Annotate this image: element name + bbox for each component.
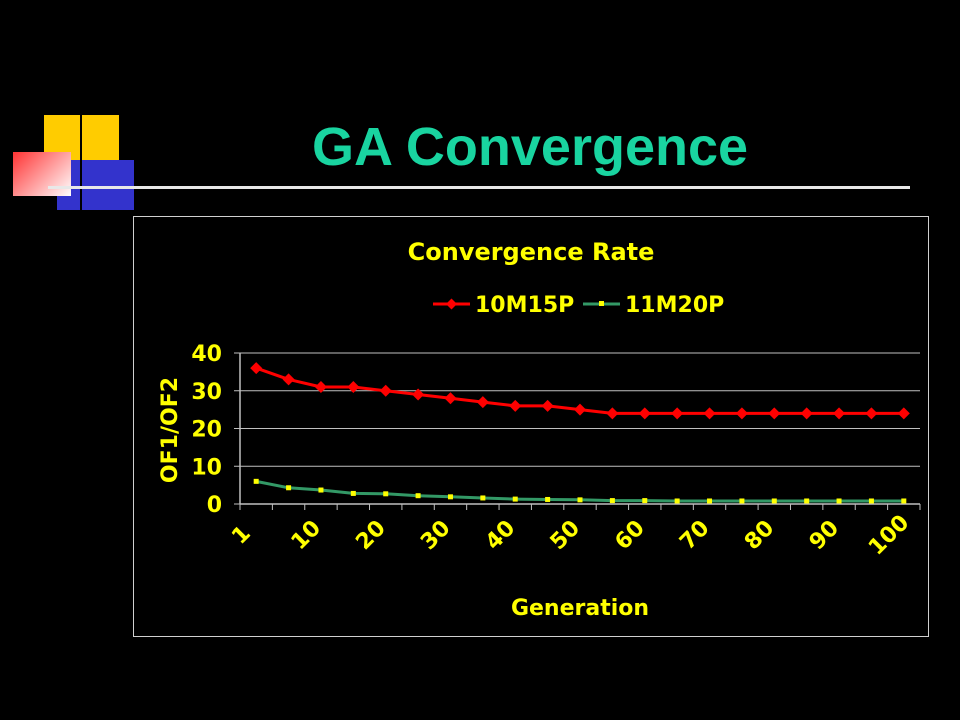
data-point <box>318 487 324 493</box>
y-tick-labels: 0 10 20 30 40 <box>191 342 222 518</box>
x-tick-label: 20 <box>351 516 390 555</box>
data-point <box>415 493 421 499</box>
data-point <box>674 498 680 504</box>
data-point <box>707 498 713 504</box>
data-point <box>383 491 389 497</box>
chart-title: Convergence Rate <box>408 238 655 266</box>
y-axis-label: OF1/OF2 <box>158 377 183 483</box>
x-tick-label: 60 <box>610 516 649 555</box>
data-point <box>379 384 392 397</box>
data-point <box>476 396 489 409</box>
x-tick-label: 30 <box>416 516 455 555</box>
x-tick-label: 1 <box>227 521 256 550</box>
axes <box>234 352 921 510</box>
data-point <box>250 362 263 375</box>
data-point <box>545 496 551 502</box>
data-point <box>638 407 651 420</box>
data-point <box>253 478 259 484</box>
chart-frame <box>133 216 929 637</box>
legend: 10M15P 11M20P <box>433 293 724 318</box>
data-point <box>800 407 813 420</box>
legend-marker-series-0 <box>446 298 457 310</box>
series-points <box>250 362 910 504</box>
data-point <box>350 490 356 496</box>
data-point <box>412 388 425 401</box>
y-tick-label: 0 <box>207 493 222 518</box>
data-point <box>804 498 810 504</box>
data-point <box>836 498 842 504</box>
y-tick-label: 10 <box>191 455 222 480</box>
y-tick-label: 30 <box>191 380 222 405</box>
data-point <box>509 399 522 412</box>
x-tick-label: 70 <box>675 516 714 555</box>
data-point <box>768 407 781 420</box>
y-tick-label: 40 <box>191 342 222 367</box>
data-point <box>447 494 453 500</box>
data-point <box>480 495 486 501</box>
data-point <box>833 407 846 420</box>
data-point <box>347 380 360 393</box>
data-point <box>609 498 615 504</box>
slide-title: GA Convergence <box>311 117 749 177</box>
data-point <box>868 498 874 504</box>
x-tick-label: 90 <box>805 516 844 555</box>
data-point <box>642 498 648 504</box>
x-tick-label: 80 <box>740 516 779 555</box>
data-point <box>901 498 907 504</box>
legend-marker-series-1 <box>599 301 604 306</box>
data-point <box>314 380 327 393</box>
deco-vertical-rule <box>80 103 82 215</box>
x-tick-labels: 1 10 20 30 40 50 60 70 80 90 100 <box>227 510 914 560</box>
x-axis-label: Generation <box>511 596 649 621</box>
data-point <box>577 497 583 503</box>
title-rule <box>48 186 910 189</box>
data-point <box>541 399 554 412</box>
x-tick-label: 50 <box>546 516 585 555</box>
data-point <box>865 407 878 420</box>
legend-label-series-1: 11M20P <box>625 293 724 318</box>
data-point <box>735 407 748 420</box>
data-point <box>671 407 684 420</box>
data-point <box>771 498 777 504</box>
y-tick-label: 20 <box>191 418 222 443</box>
data-point <box>574 403 586 416</box>
x-tick-label: 100 <box>864 510 914 560</box>
data-point <box>897 407 910 420</box>
legend-label-series-0: 10M15P <box>475 293 574 318</box>
data-point <box>286 485 292 491</box>
data-point <box>512 496 518 502</box>
x-tick-label: 10 <box>287 516 326 555</box>
data-point <box>739 498 745 504</box>
data-point <box>703 407 716 420</box>
x-tick-label: 40 <box>481 516 520 555</box>
data-point <box>282 373 295 386</box>
data-point <box>444 392 457 405</box>
data-point <box>606 407 619 420</box>
